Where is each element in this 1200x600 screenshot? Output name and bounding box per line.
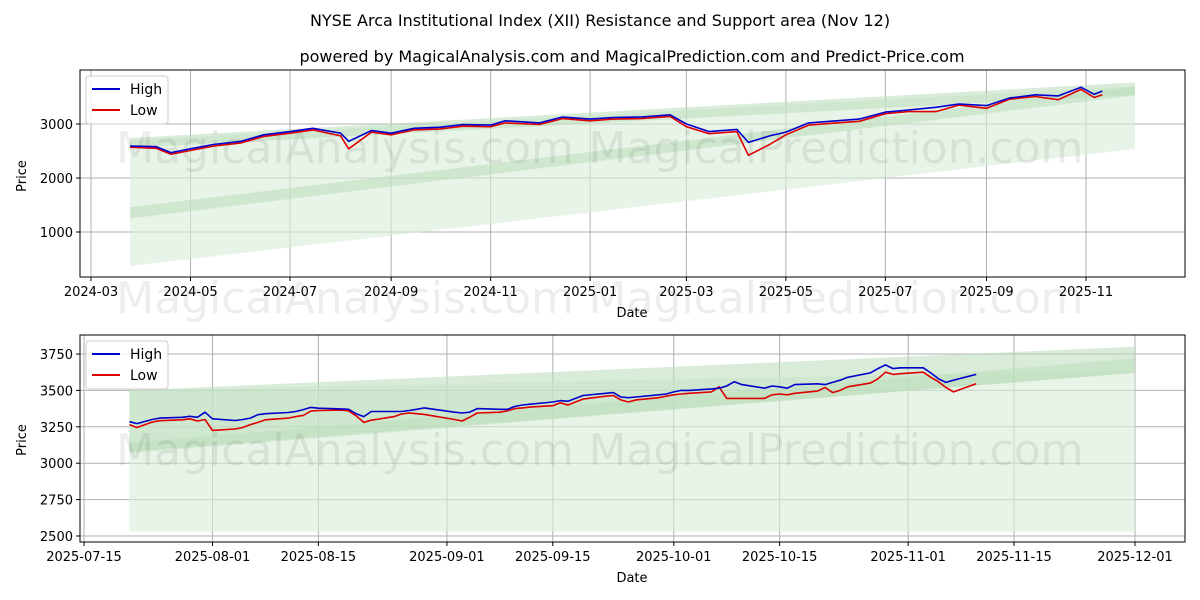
top-y-axis-label: Price — [15, 160, 30, 192]
x-tick-label: 2025-09 — [959, 285, 1013, 300]
top-legend: High Low — [85, 75, 169, 125]
bottom-x-axis-label: Date — [616, 571, 647, 586]
band-support_mid — [130, 86, 1135, 219]
y-tick-label: 2000 — [40, 172, 73, 187]
bottom-axes-frame — [79, 334, 1186, 543]
legend-low-label: Low — [130, 368, 158, 384]
bottom-watermarks: MagicalAnalysis.com MagicalPrediction.co… — [116, 425, 1083, 476]
band-resistance_inner — [129, 358, 1135, 454]
x-tick-label: 2025-09-01 — [409, 550, 485, 565]
x-tick-label: 2024-05 — [163, 285, 217, 300]
y-tick-label: 3000 — [40, 457, 73, 472]
x-tick-label: 2025-01 — [563, 285, 617, 300]
watermark-text: MagicalAnalysis.com — [116, 425, 574, 476]
x-tick-label: 2025-09-15 — [515, 550, 591, 565]
top-axes-frame — [79, 69, 1186, 278]
top-x-axis-label: Date — [616, 306, 647, 321]
top-price-lines — [130, 86, 1103, 157]
chart-title: NYSE Arca Institutional Index (XII) Resi… — [310, 11, 890, 30]
x-tick-label: 2025-11-15 — [976, 550, 1052, 565]
x-tick-label: 2025-03 — [659, 285, 713, 300]
y-tick-label: 3500 — [40, 384, 73, 399]
bottom-legend: High Low — [85, 340, 169, 390]
bottom-axis-ticks: 2025-07-15 2025-08-01 2025-08-15 2025-09-01… — [40, 348, 1173, 565]
x-tick-label: 2025-05 — [759, 285, 813, 300]
x-tick-label: 2025-08-01 — [175, 550, 251, 565]
x-tick-label: 2025-07 — [858, 285, 912, 300]
x-tick-label: 2025-11 — [1059, 285, 1113, 300]
y-tick-label: 2500 — [40, 530, 73, 545]
bottom-y-axis-label: Price — [15, 424, 30, 456]
y-tick-label: 2750 — [40, 494, 73, 509]
top-support-resistance-bands — [130, 82, 1135, 267]
watermark-text: MagicalPrediction.com — [589, 273, 1084, 324]
x-tick-label: 2025-10-01 — [636, 550, 712, 565]
bottom-chart-panel: MagicalAnalysis.com MagicalPrediction.co… — [15, 334, 1186, 586]
x-tick-label: 2025-10-15 — [742, 550, 818, 565]
high-price-line — [130, 86, 1103, 154]
x-tick-label: 2024-11 — [463, 285, 517, 300]
x-tick-label: 2024-09 — [364, 285, 418, 300]
watermark-text: MagicalAnalysis.com — [116, 123, 574, 174]
top-chart-panel: MagicalAnalysis.com MagicalPrediction.co… — [15, 69, 1186, 324]
legend-high-label: High — [130, 82, 162, 98]
top-watermarks: MagicalAnalysis.com MagicalPrediction.co… — [116, 123, 1083, 324]
x-tick-label: 2025-07-15 — [46, 550, 122, 565]
y-tick-label: 3750 — [40, 348, 73, 363]
top-axis-ticks: 2024-03 2024-05 2024-07 2024-09 2024-11 2025-… — [40, 118, 1113, 300]
x-tick-label: 2025-08-15 — [281, 550, 357, 565]
high-price-line — [129, 364, 977, 425]
bottom-price-lines — [129, 364, 977, 432]
y-tick-label: 1000 — [40, 226, 73, 241]
legend-low-label: Low — [130, 103, 158, 119]
y-tick-label: 3250 — [40, 421, 73, 436]
x-tick-label: 2025-11-01 — [870, 550, 946, 565]
low-price-line — [129, 371, 977, 432]
low-price-line — [130, 88, 1103, 157]
legend-high-label: High — [130, 347, 162, 363]
watermark-text: MagicalPrediction.com — [589, 123, 1084, 174]
x-tick-label: 2025-12-01 — [1097, 550, 1173, 565]
watermark-text: MagicalAnalysis.com — [116, 273, 574, 324]
watermark-text: MagicalPrediction.com — [589, 425, 1084, 476]
x-tick-label: 2024-07 — [263, 285, 317, 300]
chart-subtitle: powered by MagicalAnalysis.com and Magic… — [299, 47, 964, 66]
x-tick-label: 2024-03 — [64, 285, 118, 300]
y-tick-label: 3000 — [40, 118, 73, 133]
